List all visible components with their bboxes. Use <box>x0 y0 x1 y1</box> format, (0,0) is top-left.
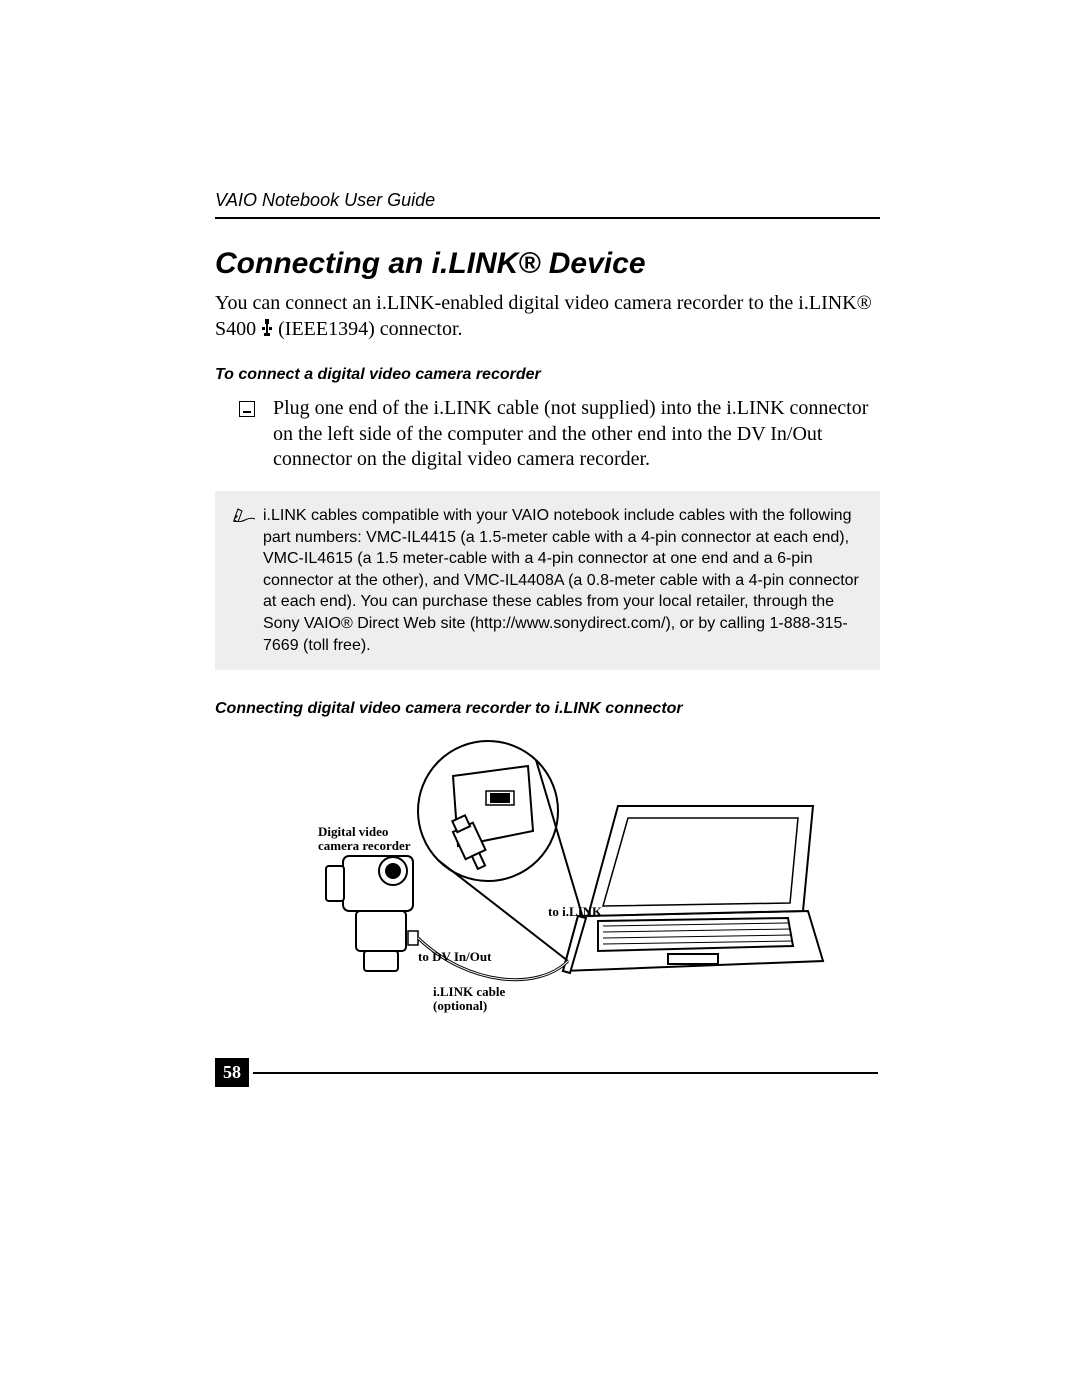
page-title: Connecting an i.LINK® Device <box>215 247 880 281</box>
section-heading: To connect a digital video camera record… <box>215 366 880 384</box>
intro-text-post: (IEEE1394) connector. <box>278 318 462 340</box>
note-text: i.LINK cables compatible with your VAIO … <box>263 505 862 656</box>
label-camera: Digital video camera recorder <box>318 824 411 853</box>
magnifier-icon <box>418 741 583 961</box>
camcorder-icon <box>326 856 418 971</box>
label-to-dv: to DV In/Out <box>418 949 492 964</box>
header-rule <box>215 217 880 219</box>
figure-caption: Connecting digital video camera recorder… <box>215 700 880 718</box>
note-callout: i.LINK cables compatible with your VAIO … <box>215 491 880 670</box>
ilink-s400-icon <box>261 319 273 345</box>
bullet-item: Plug one end of the i.LINK cable (not su… <box>239 396 880 473</box>
footer-rule <box>253 1072 878 1074</box>
bullet-text: Plug one end of the i.LINK cable (not su… <box>273 396 880 473</box>
label-to-ilink: to i.LINK <box>548 904 603 919</box>
pencil-icon <box>233 506 255 527</box>
intro-paragraph: You can connect an i.LINK-enabled digita… <box>215 291 880 344</box>
page-footer: 58 <box>215 1058 880 1087</box>
label-cable: i.LINK cable (optional) <box>433 984 508 1013</box>
manual-page: VAIO Notebook User Guide Connecting an i… <box>0 0 1080 1397</box>
bullet-icon <box>239 401 255 417</box>
page-number: 58 <box>215 1058 249 1087</box>
running-header: VAIO Notebook User Guide <box>215 190 880 211</box>
laptop-icon <box>563 806 823 973</box>
connection-diagram: Digital video camera recorder to i.LINK … <box>215 736 880 1031</box>
